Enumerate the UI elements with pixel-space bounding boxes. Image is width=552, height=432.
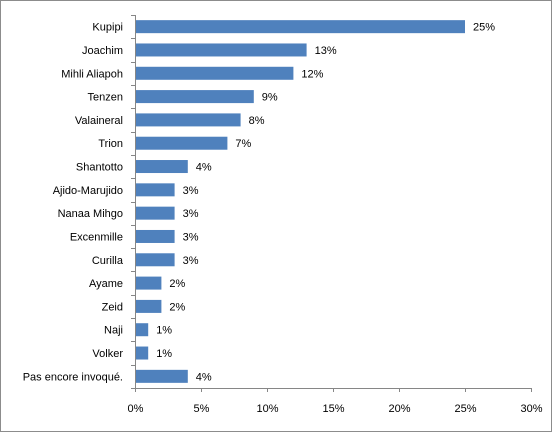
data-label: 25% (473, 22, 495, 34)
bar (136, 160, 188, 174)
data-label: 4% (196, 162, 212, 174)
category-label: Excenmille (70, 231, 123, 243)
bar (136, 66, 294, 80)
category-label: Ayame (89, 278, 123, 290)
data-label: 1% (156, 325, 172, 337)
bar (136, 346, 149, 360)
data-label: 3% (183, 208, 199, 220)
data-label: 2% (169, 301, 185, 313)
data-label: 3% (183, 255, 199, 267)
bar (136, 90, 254, 104)
category-label: Mihli Aliapoh (61, 68, 123, 80)
category-label: Valaineral (75, 115, 123, 127)
category-label: Joachim (82, 45, 123, 57)
bar (136, 323, 149, 337)
data-label: 13% (315, 45, 337, 57)
data-label: 1% (156, 348, 172, 360)
bar (136, 229, 175, 243)
bar (136, 276, 162, 290)
data-label: 12% (301, 68, 323, 80)
category-label: Naji (104, 325, 123, 337)
x-tick-label: 20% (388, 403, 410, 415)
bar (136, 43, 307, 57)
x-tick-label: 5% (194, 403, 210, 415)
data-label: 4% (196, 371, 212, 383)
x-tick-label: 15% (322, 403, 344, 415)
category-label: Tenzen (88, 92, 123, 104)
x-tick-label: 0% (128, 403, 144, 415)
category-label: Pas encore invoqué. (23, 371, 123, 383)
category-label: Trion (98, 138, 123, 150)
category-label: Volker (92, 348, 123, 360)
data-label: 7% (235, 138, 251, 150)
x-tick-label: 10% (256, 403, 278, 415)
bar (136, 113, 241, 127)
category-label: Ajido-Marujido (53, 185, 123, 197)
category-label: Kupipi (92, 22, 123, 34)
x-tick-label: 30% (520, 403, 542, 415)
bar (136, 136, 228, 150)
category-label: Curilla (92, 255, 124, 267)
bar (136, 299, 162, 313)
category-label: Nanaa Mihgo (58, 208, 123, 220)
category-label: Shantotto (76, 162, 123, 174)
bar (136, 369, 188, 383)
bar (136, 253, 175, 267)
data-label: 8% (249, 115, 265, 127)
data-label: 3% (183, 185, 199, 197)
bar (136, 206, 175, 220)
data-label: 2% (169, 278, 185, 290)
bar (136, 183, 175, 197)
data-label: 3% (183, 231, 199, 243)
x-tick-label: 25% (454, 403, 476, 415)
data-label: 9% (262, 92, 278, 104)
category-label: Zeid (102, 301, 123, 313)
bar (136, 20, 465, 34)
